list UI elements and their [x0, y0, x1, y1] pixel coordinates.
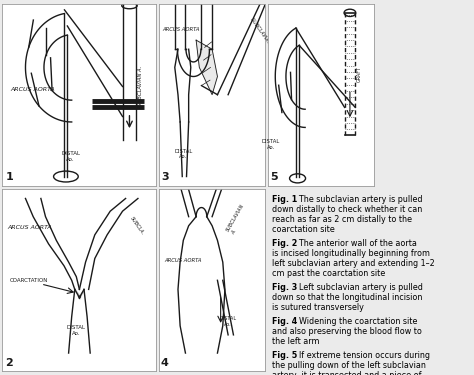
Text: reach as far as 2 cm distally to the: reach as far as 2 cm distally to the [272, 215, 412, 224]
Text: left subclavian artery and extending 1–2: left subclavian artery and extending 1–2 [272, 259, 435, 268]
Text: Fig. 4: Fig. 4 [272, 317, 297, 326]
Text: ARCUS AORTA: ARCUS AORTA [10, 87, 55, 92]
Text: 4: 4 [161, 358, 169, 368]
Text: ARCUS AORTA: ARCUS AORTA [7, 225, 52, 230]
Text: is incised longitudinally beginning from: is incised longitudinally beginning from [272, 249, 430, 258]
Text: Fig. 5: Fig. 5 [272, 351, 297, 360]
Text: 3: 3 [161, 172, 169, 182]
Text: DISTAL
Ao.: DISTAL Ao. [219, 316, 237, 327]
Text: SUBCLAVIAN
A.: SUBCLAVIAN A. [226, 203, 251, 236]
Text: DISTAL
Ao.: DISTAL Ao. [61, 151, 80, 162]
Text: The anterior wall of the aorta: The anterior wall of the aorta [294, 239, 417, 248]
Polygon shape [196, 40, 218, 95]
Text: Left subclavian artery is pulled: Left subclavian artery is pulled [294, 283, 423, 292]
Text: GRAFT: GRAFT [357, 66, 362, 82]
Text: Fig. 1: Fig. 1 [272, 195, 297, 204]
Text: SUBCLAVIAN A.: SUBCLAVIAN A. [138, 65, 143, 106]
Text: cm past the coarctation site: cm past the coarctation site [272, 269, 385, 278]
Text: the pulling down of the left subclavian: the pulling down of the left subclavian [272, 361, 426, 370]
Text: ARCUS AORTA: ARCUS AORTA [164, 258, 201, 263]
Text: SUBCLAVIAN A.: SUBCLAVIAN A. [249, 16, 275, 50]
Text: Widening the coarctation site: Widening the coarctation site [294, 317, 417, 326]
Text: and also preserving the blood flow to: and also preserving the blood flow to [272, 327, 422, 336]
Text: down distally to check whether it can: down distally to check whether it can [272, 205, 422, 214]
Text: 1: 1 [6, 172, 13, 182]
Text: SUBCLA.: SUBCLA. [128, 216, 145, 236]
Text: Fig. 2: Fig. 2 [272, 239, 297, 248]
Text: DISTAL
Ao.: DISTAL Ao. [67, 325, 86, 336]
Text: If extreme tension occurs during: If extreme tension occurs during [294, 351, 430, 360]
Text: is sutured transversely: is sutured transversely [272, 303, 364, 312]
Text: down so that the longitudinal incision: down so that the longitudinal incision [272, 293, 422, 302]
Text: artery, it is transected and a piece of: artery, it is transected and a piece of [272, 371, 421, 375]
Text: Fig. 3: Fig. 3 [272, 283, 297, 292]
Text: ARCUS AORTA: ARCUS AORTA [162, 27, 200, 32]
Text: The subclavian artery is pulled: The subclavian artery is pulled [294, 195, 422, 204]
Text: coarctation site: coarctation site [272, 225, 335, 234]
Text: 5: 5 [270, 172, 278, 182]
Text: 2: 2 [6, 358, 13, 368]
Text: DISTAL
Ao.: DISTAL Ao. [174, 148, 192, 159]
Text: DISTAL
Ao.: DISTAL Ao. [262, 140, 280, 150]
Text: the left arm: the left arm [272, 337, 319, 346]
Text: COARCTATION: COARCTATION [10, 278, 48, 283]
